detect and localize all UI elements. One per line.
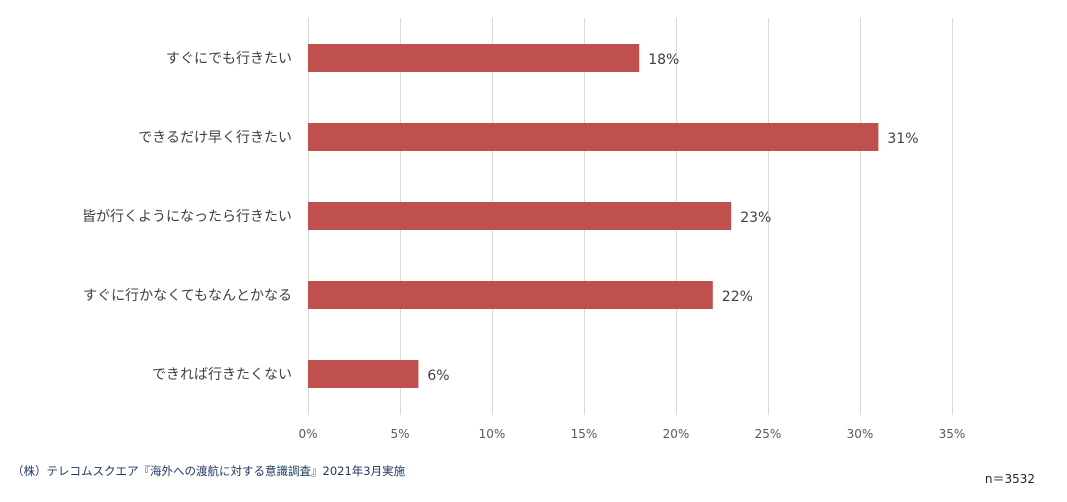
x-tick-label: 10% [479,427,506,441]
bar [308,281,713,309]
category-label: 皆が行くようになったら行きたい [82,209,292,225]
bar [308,360,419,388]
x-tick-label: 30% [847,427,874,441]
bars [308,44,879,388]
x-tick-label: 15% [571,427,598,441]
sample-size-note: n＝3532 [984,472,1035,486]
data-label: 6% [427,368,449,384]
bar [308,44,640,72]
x-tick-label: 0% [298,427,317,441]
data-label: 22% [722,289,753,305]
category-label: すぐにでも行きたい [166,51,292,67]
x-axis-tick-labels: 0% 5% 10% 15% 20% 25% 30% 35% [298,427,965,441]
data-label: 23% [740,210,771,226]
category-label: できるだけ早く行きたい [138,130,292,146]
category-label: すぐに行かなくてもなんとかなる [83,288,292,304]
x-tick-label: 5% [390,427,409,441]
bar [308,202,732,230]
x-tick-label: 20% [663,427,690,441]
data-label: 18% [648,52,679,68]
category-labels: すぐにでも行きたいできるだけ早く行きたい皆が行くようになったら行きたいすぐに行か… [82,51,292,383]
bar [308,123,879,151]
data-labels: 18% 31% 23% 22% 6% [427,52,918,384]
x-tick-label: 35% [939,427,966,441]
category-label: できれば行きたくない [152,367,292,383]
data-label: 31% [887,131,918,147]
x-tick-label: 25% [755,427,782,441]
source-note: （株）テレコムスクエア『海外への渡航に対する意識調査』2021年3月実施 [12,464,406,478]
